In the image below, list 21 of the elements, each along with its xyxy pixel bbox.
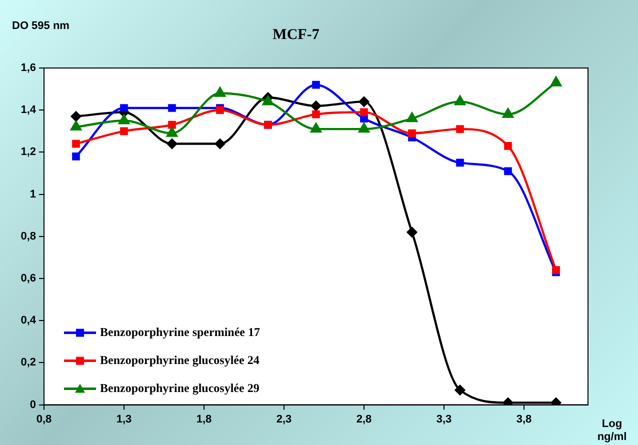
y-tick-label: 0,4 <box>20 314 37 327</box>
y-tick-label: 1,4 <box>20 104 37 116</box>
y-tick-label: 0,6 <box>20 272 36 285</box>
x-tick-label: 3,8 <box>516 413 532 426</box>
y-tick-label: 1 <box>30 188 36 200</box>
chart-title: MCF-7 <box>272 26 320 43</box>
x-tick-label: 3,3 <box>436 413 452 426</box>
x-tick-label: 2,8 <box>356 413 372 426</box>
y-axis-title: DO 595 nm <box>12 20 70 32</box>
legend-label: Benzoporphyrine glucosylée 24 <box>100 352 260 367</box>
y-tick-label: 1,6 <box>20 62 36 74</box>
y-tick-label: 0 <box>30 398 36 411</box>
legend-label: Benzoporphyrine glucosylée 29 <box>100 380 260 395</box>
y-tick-label: 0,2 <box>20 356 36 369</box>
x-tick-label: 1,3 <box>116 413 132 426</box>
legend-label: Benzoporphyrine sperminée 17 <box>100 324 260 339</box>
y-tick-label: 0,8 <box>20 230 36 242</box>
x-tick-label: 1,8 <box>196 413 212 426</box>
x-tick-label: 2,3 <box>276 413 292 426</box>
y-tick-label: 1,2 <box>20 146 36 158</box>
x-axis-title: Log ng/ml <box>597 418 627 444</box>
